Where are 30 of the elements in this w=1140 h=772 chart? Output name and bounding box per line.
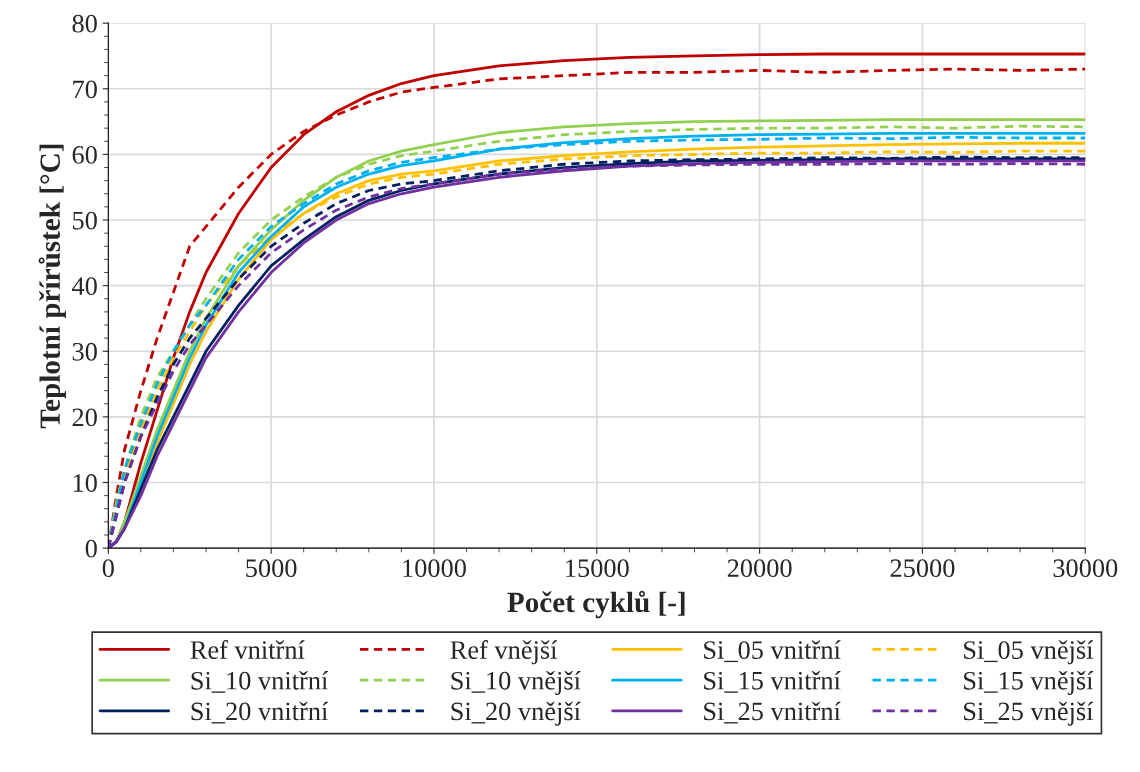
legend-label: Si_20 vnitřní xyxy=(191,701,329,724)
x-tick-label: 5000 xyxy=(246,559,297,578)
y-tick-label: 30 xyxy=(72,342,97,361)
x-tick-label: 25000 xyxy=(890,559,955,578)
y-tick-label: 60 xyxy=(72,146,97,164)
y-tick-label: 50 xyxy=(73,211,97,230)
y-tick-label: 70 xyxy=(73,80,97,99)
x-tick-label: 30000 xyxy=(1053,559,1118,578)
x-axis-title: Počet cyklů [-] xyxy=(507,590,685,619)
legend-label: Si_15 vnitřní xyxy=(704,671,841,693)
legend-label: Ref vnitřní xyxy=(190,640,305,659)
y-tick-label: 20 xyxy=(72,408,97,427)
legend-label: Si_25 vnitřní xyxy=(704,701,841,724)
legend-label: Si_10 vnější xyxy=(451,671,581,695)
legend-label: Si_20 vnější xyxy=(451,701,581,726)
legend-label: Ref vnější xyxy=(450,640,558,665)
legend-label: Si_25 vnější xyxy=(964,701,1094,726)
x-tick-label: 10000 xyxy=(403,559,466,578)
x-tick-label: 20000 xyxy=(727,559,792,578)
y-tick-label: 0 xyxy=(85,539,97,558)
y-axis-title: Teplotní přírůstek [°C] xyxy=(38,144,66,429)
legend-label: Si_05 vnitřní xyxy=(704,640,841,663)
y-tick-label: 80 xyxy=(72,14,97,33)
legend-label: Si_05 vnější xyxy=(964,640,1094,665)
x-tick-label: 0 xyxy=(102,559,114,578)
y-tick-label: 40 xyxy=(72,277,97,296)
x-tick-label: 15000 xyxy=(566,559,629,578)
legend-label: Si_10 vnitřní xyxy=(191,671,329,693)
legend-label: Si_15 vnější xyxy=(964,671,1094,695)
y-tick-label: 10 xyxy=(73,474,97,492)
